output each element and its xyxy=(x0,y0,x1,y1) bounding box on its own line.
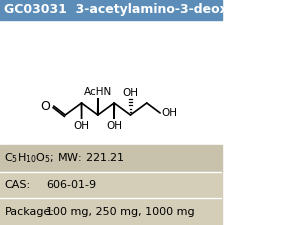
Bar xyxy=(0,198,222,225)
Polygon shape xyxy=(114,103,115,119)
Text: 100 mg, 250 mg, 1000 mg: 100 mg, 250 mg, 1000 mg xyxy=(46,207,195,217)
Text: C$_5$H$_{10}$O$_5$; MW: 221.21: C$_5$H$_{10}$O$_5$; MW: 221.21 xyxy=(4,151,125,165)
Text: 606-01-9: 606-01-9 xyxy=(46,180,96,190)
Text: CAS:: CAS: xyxy=(4,180,31,190)
Text: AcHN: AcHN xyxy=(84,87,112,97)
Text: OH: OH xyxy=(106,121,122,131)
Bar xyxy=(0,145,222,172)
Text: Package:: Package: xyxy=(4,207,54,217)
Bar xyxy=(0,172,222,198)
Text: OH: OH xyxy=(74,121,89,131)
Polygon shape xyxy=(81,103,82,119)
Text: OH: OH xyxy=(122,88,139,98)
Text: OH: OH xyxy=(162,108,178,118)
Text: O: O xyxy=(40,99,50,112)
Text: GC03031  3-acetylamino-3-deoxy-D-glucose: GC03031 3-acetylamino-3-deoxy-D-glucose xyxy=(4,4,300,16)
Bar xyxy=(0,0,222,20)
